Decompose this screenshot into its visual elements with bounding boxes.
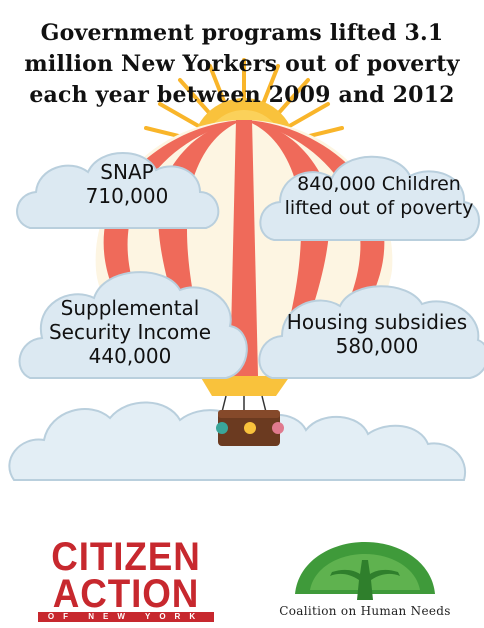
children-text: lifted out of poverty [284, 197, 474, 219]
headline-line-2: million New Yorkers out of poverty [24, 51, 460, 77]
housing-name: Housing subsidies [286, 310, 468, 334]
housing-label: Housing subsidies 580,000 [270, 310, 484, 358]
coalition-logo: Coalition on Human Needs [250, 532, 480, 624]
ssi-name-1: Supplemental [60, 296, 200, 320]
children-label: 840,000 Children lifted out of poverty [274, 172, 484, 220]
citizen-action-logo: CITIZEN ACTION OF NEW YORK [38, 535, 214, 624]
citizen-action-line-3: OF NEW YORK [38, 612, 214, 622]
ssi-cloud [18, 271, 248, 379]
ssi-value: 440,000 [88, 344, 172, 368]
headline-line-3: each year between 2009 and 2012 [29, 82, 455, 108]
snap-name: SNAP [100, 160, 154, 184]
cloud-shapes [16, 152, 484, 379]
children-value: 840,000 Children [297, 173, 461, 195]
snap-cloud [16, 152, 220, 229]
housing-cloud [258, 285, 484, 379]
ssi-label: Supplemental Security Income 440,000 [40, 296, 220, 368]
snap-label: SNAP 710,000 [62, 160, 192, 208]
headline-line-1: Government programs lifted 3.1 [40, 20, 444, 46]
coalition-name: Coalition on Human Needs [279, 604, 451, 618]
citizen-action-line-2: ACTION [52, 572, 200, 616]
snap-value: 710,000 [85, 184, 169, 208]
housing-value: 580,000 [335, 334, 419, 358]
citizen-action-line-1: CITIZEN [51, 535, 201, 579]
tree-icon [295, 542, 435, 600]
headline: Government programs lifted 3.1 million N… [0, 18, 484, 111]
children-cloud [259, 155, 480, 241]
ssi-name-2: Security Income [48, 320, 212, 344]
